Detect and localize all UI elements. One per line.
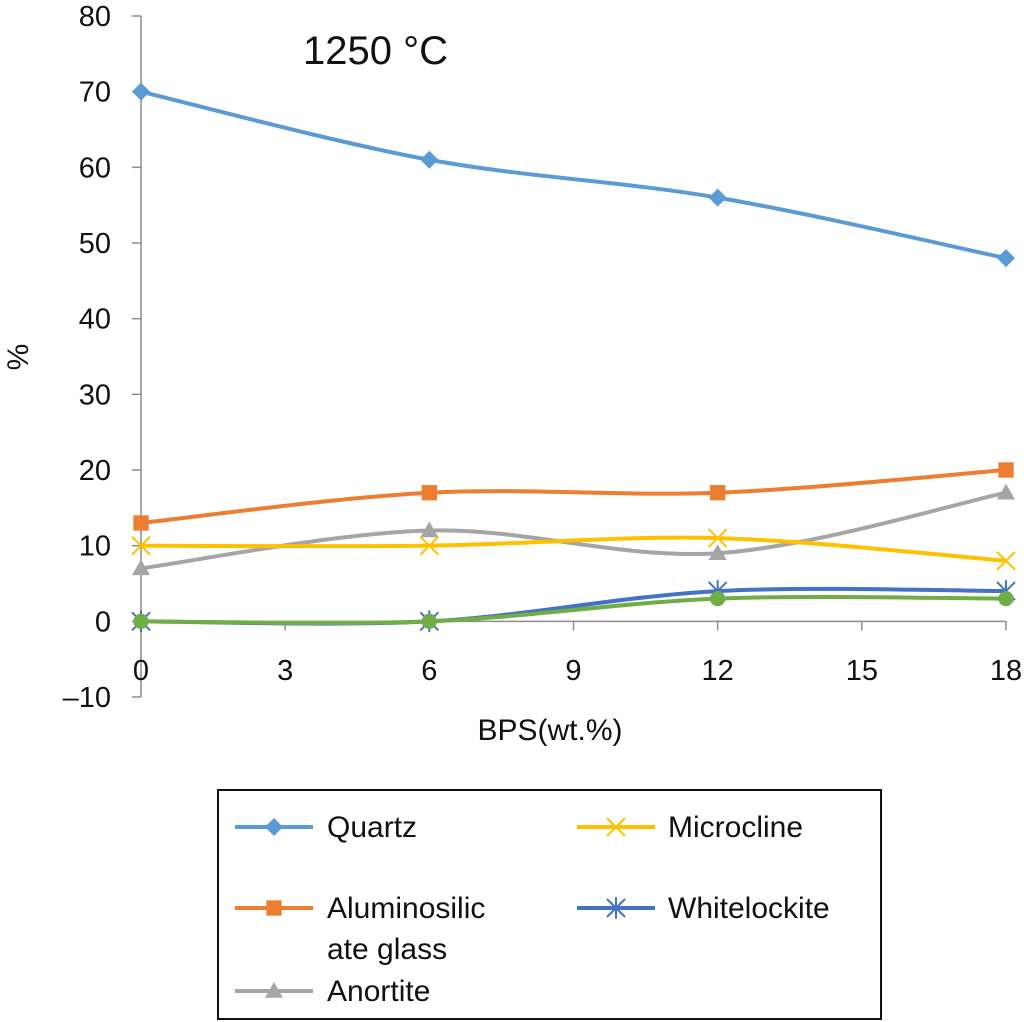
data-point: [266, 900, 282, 916]
series-line: [140, 535, 1007, 563]
series-unnamed: [133, 590, 1014, 629]
data-point: [265, 982, 283, 998]
y-tick-label: 70: [79, 77, 111, 109]
legend-item-quartz: Quartz: [235, 811, 417, 844]
legend-label: Microcline: [668, 811, 803, 844]
x-tick-label: 0: [133, 655, 149, 687]
data-point-stroke: [131, 535, 151, 556]
data-point-stroke: [996, 551, 1016, 571]
data-point: [996, 551, 1016, 571]
y-tick-label: 0: [95, 606, 111, 638]
legend: Quartz Aluminosilic ate glass Anortite Micro…: [217, 789, 882, 1020]
data-point-stroke: [606, 817, 626, 837]
y-tick-label: 10: [79, 531, 111, 563]
y-tick-label: 40: [79, 304, 111, 336]
legend-label: Aluminosilic: [327, 892, 485, 925]
data-point: [998, 590, 1014, 607]
y-tick-label: –10: [63, 682, 111, 714]
y-tick-label: 50: [79, 228, 111, 260]
data-point: [606, 897, 626, 919]
data-point: [131, 535, 151, 556]
data-point: [419, 535, 440, 556]
x-tick-label: 9: [565, 655, 581, 687]
x-axis-label: BPS(wt.%): [477, 714, 622, 747]
data-point: [133, 515, 149, 531]
data-point: [265, 818, 283, 836]
y-tick-label: 20: [79, 455, 111, 487]
data-point: [420, 150, 439, 169]
data-point: [707, 528, 728, 548]
data-point: [708, 544, 727, 560]
series-microcline: [131, 528, 1016, 571]
data-point-stroke: [707, 528, 728, 548]
series-aluminosilicate-glass: [133, 462, 1014, 531]
data-point: [710, 590, 726, 607]
data-point: [708, 188, 727, 207]
data-point: [606, 817, 626, 837]
data-point: [998, 462, 1014, 478]
legend-label: ate glass: [327, 933, 447, 966]
axes: 80 70 60 50 40 30 20 10 0 –10 0 3 6 9 12 15 18: [63, 1, 1023, 714]
series-line: [140, 89, 1007, 261]
y-tick-label: 80: [79, 1, 111, 33]
x-tick-label: 3: [277, 655, 293, 687]
legend-label: Whitelockite: [668, 892, 830, 925]
data-point: [710, 485, 726, 501]
data-point: [133, 613, 149, 629]
data-point: [421, 613, 437, 629]
legend-item-microcline: Microcline: [577, 811, 803, 844]
data-point-stroke: [419, 535, 440, 556]
data-point: [421, 485, 437, 501]
series-line: [140, 490, 1007, 571]
legend-item-anortite: Anortite: [235, 975, 430, 1008]
series-line: [140, 468, 1007, 525]
y-tick-label: 30: [79, 379, 111, 411]
x-tick-label: 6: [421, 655, 437, 687]
series-layer: [131, 82, 1016, 633]
series-line: [140, 594, 1007, 626]
x-tick-label: 18: [990, 655, 1022, 687]
legend-item-whitelockite: Whitelockite: [577, 892, 830, 925]
x-tick-label: 12: [702, 655, 734, 687]
x-tick-label: 15: [846, 655, 878, 687]
series-quartz: [132, 82, 1015, 268]
chart-title: 1250 °C: [303, 29, 448, 73]
legend-label: Quartz: [327, 811, 417, 844]
data-point: [420, 521, 439, 538]
y-axis-label: %: [2, 344, 35, 371]
y-tick-label: 60: [79, 152, 111, 184]
data-point: [997, 483, 1015, 500]
data-point: [997, 249, 1015, 268]
legend-box: [217, 789, 882, 1020]
legend-item-aluminosilicate-glass: Aluminosilic ate glass: [235, 892, 485, 966]
data-point: [132, 82, 150, 101]
data-point: [132, 559, 150, 576]
series-anortite: [132, 483, 1015, 576]
legend-label: Anortite: [327, 975, 430, 1008]
series-line: [140, 586, 1007, 626]
